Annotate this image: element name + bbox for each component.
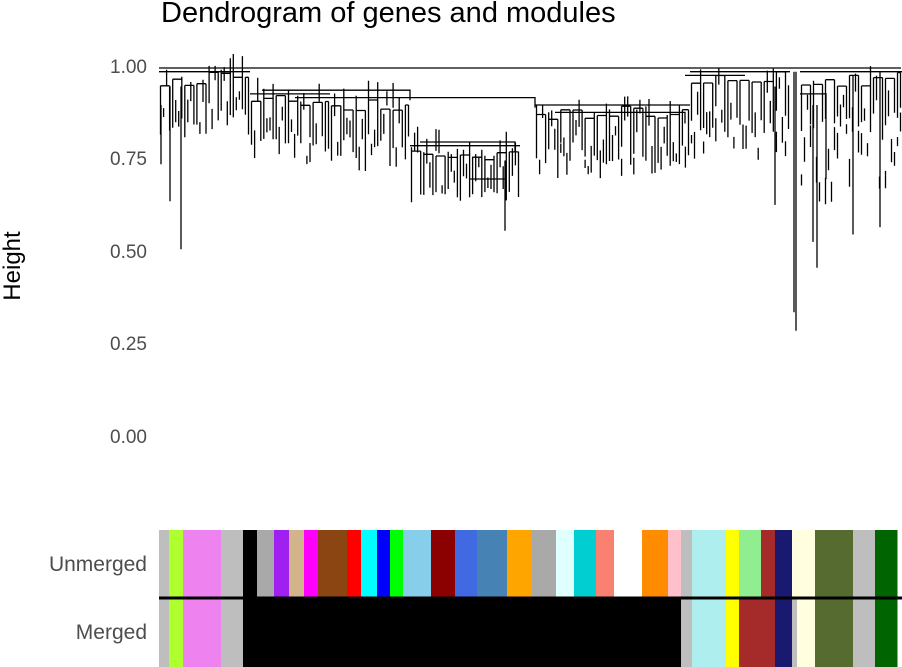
row-unmerged-segment [614, 530, 643, 598]
row-unmerged-segment [556, 530, 575, 598]
row-unmerged-segment [668, 530, 682, 598]
row-merged-segment [792, 598, 798, 667]
row-merged-segment [681, 598, 693, 667]
row-unmerged-segment [853, 530, 876, 598]
merged-row-label: Merged [75, 621, 147, 644]
row-unmerged-segment [257, 530, 275, 598]
dendrogram-plot [159, 54, 902, 331]
row-unmerged-segment [775, 530, 793, 598]
row-merged-segment [739, 598, 776, 667]
row-unmerged-segment [183, 530, 222, 598]
row-unmerged-segment [574, 530, 597, 598]
row-merged-segment [726, 598, 740, 667]
y-tick-label-000: 0.00 [110, 427, 147, 448]
row-merged-segment [853, 598, 876, 667]
row-merged-segment [692, 598, 727, 667]
row-unmerged-segment [692, 530, 727, 598]
row-unmerged-segment [221, 530, 244, 598]
row-unmerged-segment [815, 530, 854, 598]
dendrogram-branch-lines [159, 54, 902, 331]
row-unmerged-segment [347, 530, 362, 598]
y-tick-label-1: 1.00 [110, 57, 147, 78]
row-merged-segment [169, 598, 184, 667]
row-unmerged-segment [403, 530, 432, 598]
y-tick-label-025: 0.25 [110, 334, 147, 355]
row-unmerged-segment [390, 530, 404, 598]
merged-color-row [159, 598, 898, 667]
row-unmerged-segment [377, 530, 391, 598]
row-merged-segment [775, 598, 793, 667]
row-unmerged-segment [507, 530, 533, 598]
dendrogram-branches [159, 54, 902, 331]
unmerged-color-row [159, 530, 898, 598]
row-unmerged-segment [361, 530, 378, 598]
row-unmerged-segment [243, 530, 258, 598]
row-unmerged-segment [304, 530, 319, 598]
row-unmerged-segment [532, 530, 557, 598]
unmerged-row-label: Unmerged [48, 553, 147, 576]
row-unmerged-segment [739, 530, 762, 598]
row-unmerged-segment [875, 530, 898, 598]
row-merged-segment [183, 598, 222, 667]
row-unmerged-segment [477, 530, 508, 598]
row-unmerged-segment [318, 530, 348, 598]
row-unmerged-segment [274, 530, 290, 598]
row-merged-segment [221, 598, 244, 667]
row-unmerged-segment [761, 530, 776, 598]
row-merged-segment [243, 598, 682, 667]
row-unmerged-segment [642, 530, 669, 598]
row-unmerged-segment [159, 530, 170, 598]
row-unmerged-segment [289, 530, 305, 598]
row-merged-segment [875, 598, 898, 667]
row-unmerged-segment [596, 530, 615, 598]
row-merged-segment [815, 598, 854, 667]
row-unmerged-segment [681, 530, 693, 598]
row-unmerged-segment [792, 530, 816, 598]
row-unmerged-segment [455, 530, 478, 598]
row-unmerged-segment [431, 530, 456, 598]
module-color-strips [159, 530, 902, 667]
row-unmerged-segment [169, 530, 184, 598]
chart-title: Dendrogram of genes and modules [161, 0, 616, 29]
y-tick-label-050: 0.50 [110, 242, 147, 263]
row-merged-segment [797, 598, 816, 667]
row-merged-segment [159, 598, 170, 667]
y-tick-label-075: 0.75 [110, 149, 147, 170]
row-unmerged-segment [726, 530, 740, 598]
